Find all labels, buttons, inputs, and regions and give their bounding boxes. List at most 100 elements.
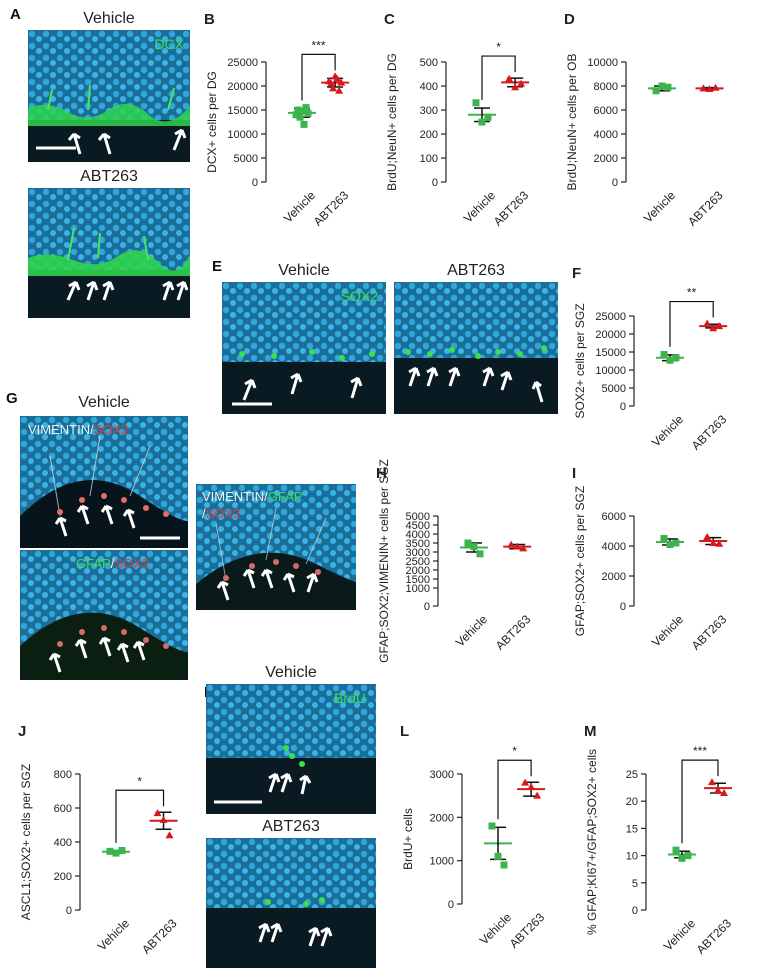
data-point-abt263 (165, 831, 174, 839)
panel-letter-h: H (376, 465, 387, 482)
data-point-abt263 (703, 533, 712, 540)
data-point-abt263 (715, 539, 724, 547)
y-tick-label: 0 (66, 905, 72, 917)
data-point-vehicle (296, 113, 304, 121)
data-point-abt263 (699, 84, 708, 92)
data-point-vehicle (112, 849, 120, 857)
panel-letter-c: C (384, 11, 395, 28)
data-point-abt263 (519, 544, 528, 552)
x-category-label: ABT263 (694, 916, 735, 957)
panel-a-abt263-label: ABT263 (80, 168, 138, 185)
data-point-vehicle (464, 539, 472, 547)
data-point-vehicle (666, 356, 674, 364)
marker-label-brdu: BrdU (334, 690, 366, 706)
y-tick-label: 2500 (406, 556, 430, 568)
x-category-label: ABT263 (491, 188, 532, 229)
marker-vimentin: VIMENTIN (28, 422, 91, 437)
chart-d: D 0 2000 4000 6000 8000 10000 BrdU;NeuN+ cells … (556, 4, 752, 244)
y-tick-label: 20000 (227, 81, 258, 93)
y-tick-label: 1000 (406, 583, 430, 595)
y-tick-label: 4000 (406, 529, 430, 541)
chart-h: H 0 1000 1500 2000 2500 3000 3500 4000 4500 5000 GF… (368, 458, 558, 668)
y-tick-label: 4000 (602, 541, 626, 553)
x-category-label: ABT263 (139, 916, 180, 957)
significance-bracket (497, 759, 532, 820)
significance-label: *** (693, 744, 707, 758)
data-point-vehicle (488, 822, 496, 830)
micrograph-a-vehicle: DCX (28, 30, 190, 162)
y-tick-label: 0 (632, 905, 638, 917)
y-tick-label: 8000 (594, 81, 618, 93)
data-point-vehicle (660, 535, 668, 542)
panel-a-vehicle-label: Vehicle (83, 10, 135, 27)
data-point-vehicle (302, 104, 310, 112)
y-tick-label: 800 (54, 769, 72, 781)
micrograph-e-vehicle-image (222, 282, 386, 414)
chart-svg-m: M 0 5 10 15 20 25 % GFAP;KI67+/GFAP;SOX2+ cells… (584, 723, 735, 957)
micrograph-a-vehicle-image (28, 30, 190, 162)
panel-letter-f: F (572, 265, 581, 282)
data-point-vehicle (476, 550, 484, 558)
chart-svg-f: F 0 5000 10000 15000 20000 25000 SOX2+ cells pe… (572, 265, 730, 453)
y-tick-label: 200 (54, 871, 72, 883)
marker-vimentin-b: VIMENTIN (202, 489, 265, 504)
micrograph-g-merge: VIMENTIN/GFAP /SOX2 (196, 484, 356, 610)
y-tick-label: 0 (432, 177, 438, 189)
x-category-label: Vehicle (95, 916, 132, 953)
chart-svg-i: I 0 2000 4000 6000 GFAP;SOX2+ cells per SGZ Ve… (572, 465, 730, 653)
marker-label-sox2: SOX2 (340, 288, 378, 304)
y-tick-label: 400 (54, 837, 72, 849)
chart-i: I 0 2000 4000 6000 GFAP;SOX2+ cells per SGZ Ve… (564, 458, 754, 668)
chart-svg-c: C 0 100 200 300 400 500 BrdU;NeuN+ cells per DG… (384, 11, 532, 229)
data-point-abt263 (709, 539, 718, 546)
data-point-vehicle (298, 107, 306, 115)
data-point-vehicle (300, 120, 308, 128)
data-point-abt263 (507, 540, 516, 548)
data-point-vehicle (494, 852, 502, 860)
marker-label-gfap-sox2: GFAP/SOX2 (76, 556, 149, 571)
data-point-abt263 (517, 79, 526, 87)
y-tick-label: 1000 (430, 856, 454, 868)
panel-letter-e: E (212, 258, 223, 275)
data-point-abt263 (703, 319, 712, 327)
y-tick-label: 4000 (594, 129, 618, 141)
chart-svg-b: B 0 5000 10000 15000 20000 25000 DCX+ cells per… (204, 11, 351, 229)
marker-gfap: GFAP (76, 556, 111, 571)
y-tick-label: 0 (448, 899, 454, 911)
chart-c: C 0 100 200 300 400 500 BrdU;NeuN+ cells per DG… (376, 4, 552, 244)
data-point-abt263 (329, 84, 338, 92)
y-tick-label: 2000 (602, 571, 626, 583)
significance-label: * (496, 40, 501, 54)
y-tick-label: 1500 (406, 574, 430, 586)
y-tick-label: 5000 (234, 153, 258, 165)
data-point-abt263 (511, 83, 520, 91)
micrograph-g-vimentin-sox2-image (20, 416, 188, 548)
data-point-vehicle (472, 99, 480, 107)
y-tick-label: 5 (632, 878, 638, 890)
y-tick-label: 0 (252, 177, 258, 189)
data-point-abt263 (527, 783, 536, 790)
data-point-vehicle (672, 354, 680, 362)
y-tick-label: 300 (420, 105, 438, 117)
chart-f: F 0 5000 10000 15000 20000 25000 SOX2+ cells pe… (564, 258, 754, 468)
data-point-vehicle (304, 109, 312, 117)
panel-letter-i: I (572, 465, 576, 482)
y-tick-label: 25000 (595, 311, 626, 323)
data-point-vehicle (500, 861, 508, 869)
panel-k-vehicle-label: Vehicle (265, 664, 317, 681)
micrograph-e-vehicle: SOX2 (222, 282, 386, 414)
data-point-vehicle (292, 111, 300, 119)
data-point-abt263 (714, 786, 722, 794)
y-tick-label: 3000 (430, 769, 454, 781)
data-point-abt263 (505, 74, 514, 82)
y-axis-label: GFAP;SOX2+ cells per SGZ (573, 486, 587, 636)
y-tick-label: 5000 (602, 383, 626, 395)
y-axis-label: % GFAP;KI67+/GFAP;SOX2+ cells (585, 749, 599, 935)
data-point-vehicle (672, 846, 680, 854)
significance-label: * (137, 774, 142, 788)
chart-l: L 0 1000 2000 3000 BrdU+ cells Vehicle ABT263 * (392, 716, 568, 966)
y-tick-label: 3000 (406, 547, 430, 559)
y-tick-label: 0 (424, 601, 430, 613)
significance-bracket (681, 759, 719, 844)
